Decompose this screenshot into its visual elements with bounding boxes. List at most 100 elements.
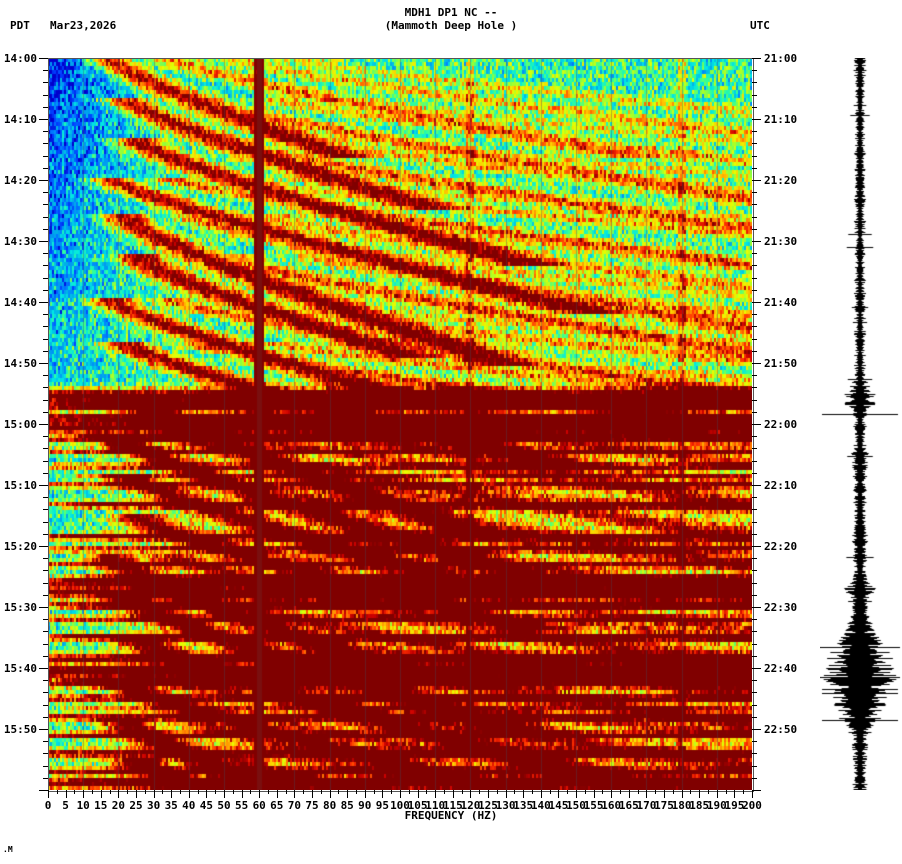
freq-tick-minor [109,790,111,794]
freq-tick-major [188,790,190,798]
freq-tick-label: 195 [724,799,745,812]
time-tick-major [752,485,761,486]
time-tick-minor [43,277,48,279]
freq-tick-minor [338,790,340,794]
time-tick-minor [43,253,48,255]
freq-tick-label: 145 [548,799,569,812]
time-tick-minor [752,631,757,633]
freq-tick-minor [303,790,305,794]
time-tick-minor [43,753,48,755]
time-tick-minor [752,692,757,694]
time-tick-major [752,241,761,242]
time-tick-major [39,424,48,425]
time-tick-minor [43,497,48,499]
time-tick-minor [752,619,757,621]
freq-tick-major [558,790,560,798]
time-tick-minor [752,277,757,279]
time-label-local: 15:40 [3,662,37,675]
time-tick-major [752,119,761,120]
timezone-label-left: PDT [10,19,30,32]
freq-tick-label: 65 [270,799,284,812]
time-tick-minor [43,631,48,633]
time-tick-minor [43,82,48,84]
station-name-title: (Mammoth Deep Hole ) [384,19,518,32]
time-tick-minor [43,131,48,133]
time-label-utc: 21:50 [764,357,798,370]
time-tick-major [752,180,761,181]
freq-tick-major [48,790,49,798]
freq-tick-minor [602,790,604,794]
freq-tick-label: 75 [305,799,319,812]
time-label-utc: 21:00 [764,52,798,65]
time-tick-minor [752,521,757,523]
time-tick-minor [43,94,48,96]
time-label-utc: 22:30 [764,601,798,614]
freq-tick-major [312,790,313,798]
freq-tick-major [347,790,349,798]
time-tick-minor [43,289,48,291]
time-tick-major [39,241,48,242]
corner-mark: .M [3,845,13,854]
freq-tick-label: 130 [495,799,516,812]
time-tick-minor [752,155,757,157]
seismogram-trace-panel [820,58,902,790]
freq-tick-minor [268,790,269,794]
freq-tick-label: 200 [742,799,762,812]
freq-tick-minor [180,790,181,794]
freq-tick-minor [215,790,217,794]
freq-tick-label: 180 [671,799,692,812]
freq-tick-minor [285,790,287,794]
freq-tick-minor [373,790,375,794]
time-tick-minor [43,594,48,596]
freq-tick-major [294,790,296,798]
time-label-local: 14:40 [3,296,37,309]
freq-tick-major [593,790,595,798]
time-label-local: 15:30 [3,601,37,614]
freq-tick-label: 125 [478,799,498,812]
time-tick-major [39,302,48,303]
freq-tick-label: 155 [583,799,604,812]
date-label: Mar23,2026 [50,19,117,32]
time-tick-minor [752,777,757,779]
freq-tick-label: 70 [287,799,302,812]
freq-tick-label: 35 [164,799,178,812]
freq-tick-major [628,790,630,798]
time-tick-minor [752,570,757,572]
freq-tick-major [153,790,155,798]
freq-tick-label: 165 [618,799,639,812]
time-tick-major [752,363,761,364]
freq-tick-major [470,790,472,798]
time-tick-minor [752,594,757,596]
freq-tick-label: 185 [689,799,710,812]
time-tick-minor [43,314,48,316]
time-tick-minor [43,521,48,523]
freq-tick-major [224,790,225,798]
time-tick-minor [43,741,48,743]
freq-tick-major [611,790,613,798]
time-tick-minor [752,253,757,255]
freq-tick-label: 0 [44,799,52,812]
time-tick-major [752,302,761,303]
freq-tick-label: 20 [111,799,126,812]
freq-tick-minor [496,790,498,794]
time-tick-minor [43,448,48,450]
freq-tick-major [523,790,525,798]
freq-tick-label: 30 [146,799,161,812]
time-tick-major [752,58,761,59]
time-tick-minor [752,289,757,291]
time-label-local: 14:50 [3,357,37,370]
freq-tick-label: 25 [129,799,143,812]
freq-tick-minor [408,790,410,794]
freq-tick-minor [74,790,76,794]
time-tick-minor [752,472,757,474]
time-label-utc: 21:30 [764,235,798,248]
freq-tick-label: 95 [375,799,390,812]
freq-tick-label: 40 [182,799,196,812]
freq-tick-label: 50 [217,799,231,812]
time-tick-minor [752,716,757,718]
spectrogram-plot[interactable] [48,58,752,790]
freq-tick-major [118,790,120,798]
freq-tick-label: 80 [322,799,337,812]
time-tick-major [39,363,48,364]
seismogram-trace-canvas [820,58,902,790]
